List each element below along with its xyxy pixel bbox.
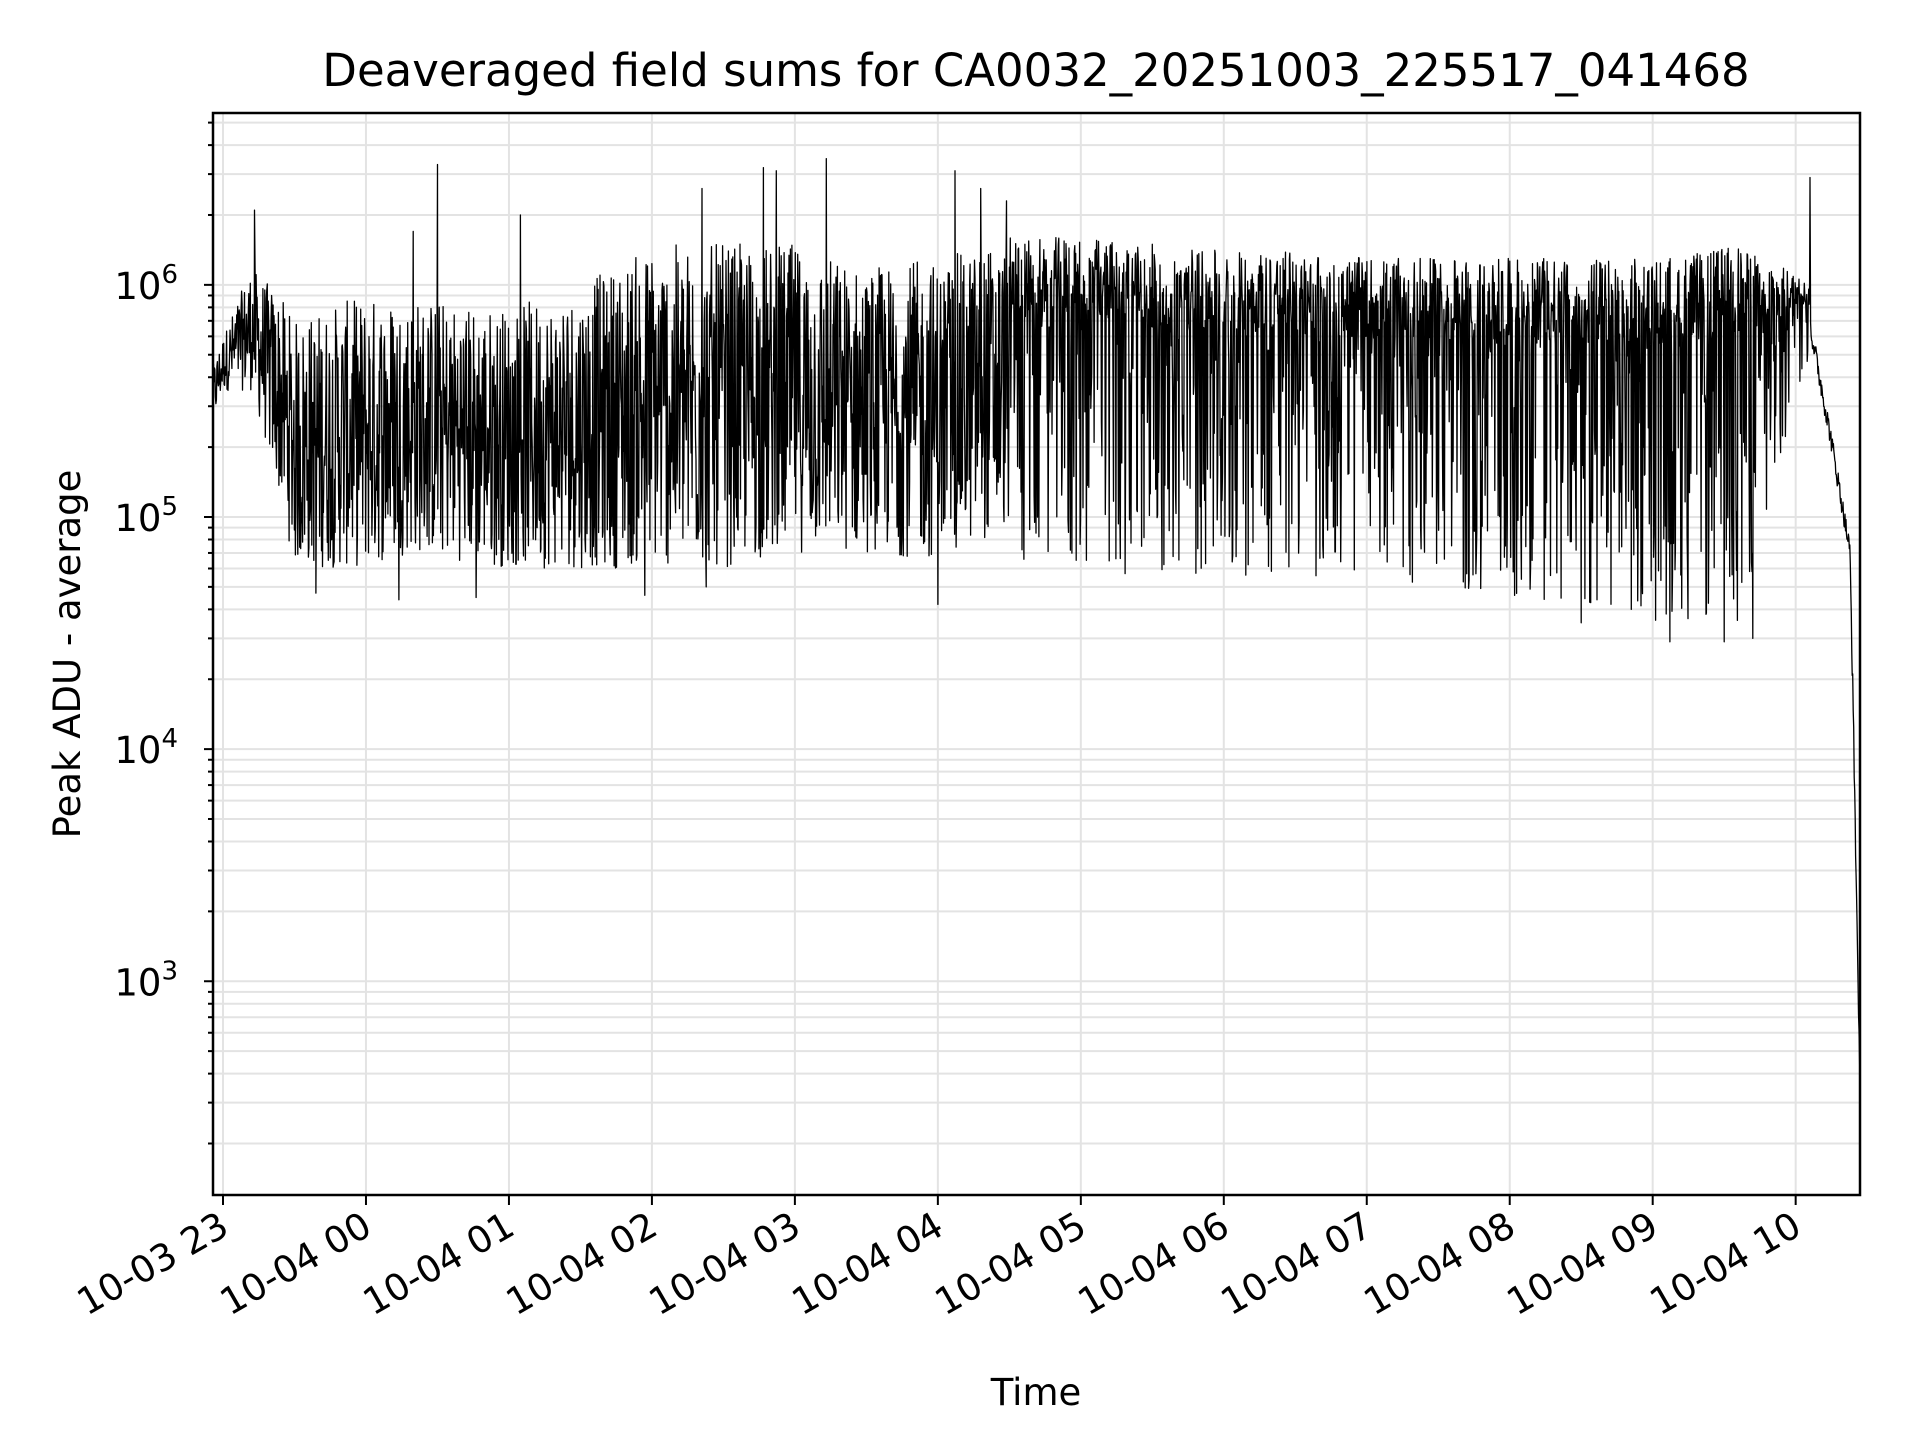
y-tick-label: 103 <box>114 956 178 1004</box>
plot-area-frame <box>211 111 1862 1197</box>
y-axis-label: Peak ADU - average <box>46 470 89 839</box>
x-axis-label: Time <box>990 1371 1082 1414</box>
grid-lines <box>213 113 1860 1195</box>
series-line <box>212 157 1861 1085</box>
chart-title: Deaveraged field sums for CA0032_2025100… <box>322 44 1749 97</box>
y-tick-label: 106 <box>114 260 178 308</box>
data-series <box>212 157 1861 1085</box>
y-tick-label: 104 <box>114 724 178 772</box>
y-tick-label: 105 <box>114 492 178 540</box>
